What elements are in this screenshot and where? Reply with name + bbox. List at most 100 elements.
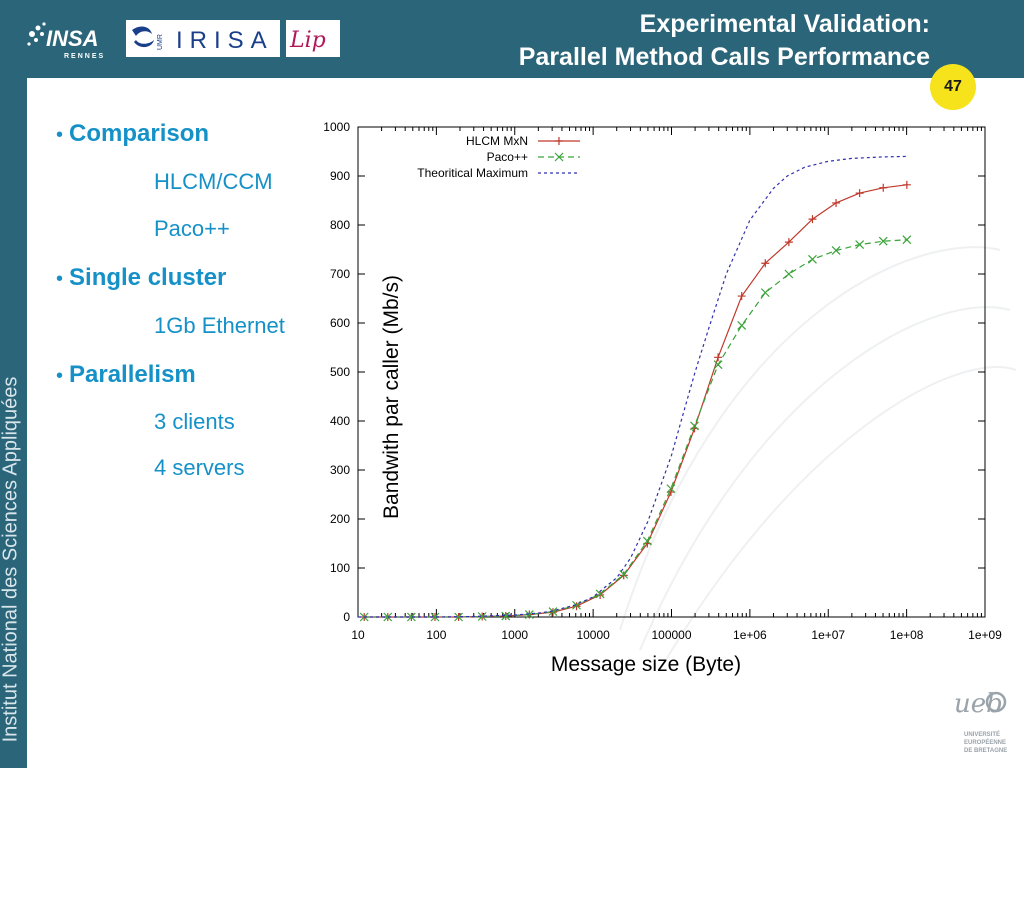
bullet-single-cluster-label: Single cluster <box>69 264 227 291</box>
y-tick-label: 900 <box>330 169 350 183</box>
y-axis: 0 100 200 300 400 500 600 700 800 900 1000 <box>323 120 985 624</box>
data-point <box>714 353 723 362</box>
ueb-logo-text: ueb <box>954 689 1003 719</box>
x-tick-label: 10000 <box>576 628 610 642</box>
slide-title-line2: Parallel Method Calls Performance <box>518 43 930 71</box>
irisa-logo: UMR IRISA <box>126 20 280 57</box>
x-tick-label: 1000 <box>501 628 528 642</box>
data-point <box>737 292 746 301</box>
plot-frame <box>357 126 986 618</box>
sub-bullet: 1Gb Ethernet <box>154 313 285 338</box>
y-tick-label: 100 <box>330 561 350 575</box>
bullet-comparison-label: Comparison <box>69 120 210 147</box>
bandwidth-chart: 0 100 200 300 400 500 600 700 800 900 1000 10 100 10… <box>300 110 1017 685</box>
lip-logo-text: Lip <box>289 28 326 53</box>
lip-logo: Lip <box>286 20 340 57</box>
data-point <box>855 240 865 250</box>
y-tick-label: 1000 <box>323 120 350 134</box>
x-tick-label: 1e+08 <box>890 628 924 642</box>
bullet-dot-icon: • <box>56 124 64 146</box>
sub-bullet: 3 clients <box>154 409 235 434</box>
x-tick-label: 100000 <box>651 628 691 642</box>
data-point <box>760 288 770 298</box>
legend-label: Paco++ <box>487 150 528 164</box>
y-axis-label: Bandwith par caller (Mb/s) <box>380 275 403 519</box>
legend: HLCM MxN Paco++ Theoritical Maximum <box>417 134 580 180</box>
x-tick-label: 1e+09 <box>968 628 1002 642</box>
y-tick-label: 200 <box>330 512 350 526</box>
series-0 <box>360 180 911 621</box>
data-point <box>666 484 676 494</box>
insa-logo-subtext: RENNES <box>64 53 105 60</box>
ueb-logo: ueb UNIVERSITÉ EUROPÉENNE DE BRETAGNE <box>946 680 1016 764</box>
data-point <box>501 611 511 621</box>
data-point <box>477 612 487 621</box>
x-tick-label: 1e+07 <box>811 628 845 642</box>
y-tick-label: 700 <box>330 267 350 281</box>
bullet-dot-icon: • <box>56 365 64 387</box>
x-axis-label: Message size (Byte) <box>551 653 741 676</box>
sub-bullet: Paco++ <box>154 216 230 241</box>
bullet-comparison: • Comparison <box>56 120 209 148</box>
bullet-dot-icon: • <box>56 268 64 290</box>
ueb-logo-sub1: UNIVERSITÉ <box>964 730 1000 738</box>
data-point <box>737 321 747 330</box>
data-point <box>619 571 628 580</box>
y-tick-label: 0 <box>343 610 350 624</box>
slide-title-line1: Experimental Validation: <box>639 10 930 38</box>
x-axis: 10 100 1000 10000 100000 1e+06 1e+07 1e+08 1e+09 <box>351 127 1002 642</box>
data-point <box>524 610 534 619</box>
bullet-single-cluster: • Single cluster <box>56 264 226 292</box>
x-tick-label: 10 <box>351 628 365 642</box>
data-point <box>406 612 416 622</box>
data-point <box>383 612 393 622</box>
data-point <box>619 569 629 579</box>
data-point <box>595 589 605 599</box>
series-line <box>364 184 907 618</box>
series-line <box>364 239 907 618</box>
bullet-parallelism: • Parallelism <box>56 361 196 389</box>
data-point <box>808 254 817 264</box>
data-point <box>902 180 911 189</box>
legend-label: HLCM MxN <box>466 134 528 148</box>
chart-svg: 0 100 200 300 400 500 600 700 800 900 1000 10 100 10… <box>323 120 1017 676</box>
data-point <box>454 612 464 622</box>
data-point <box>831 246 841 255</box>
legend-label: Theoritical Maximum <box>417 166 528 180</box>
ueb-logo-sub3: DE BRETAGNE <box>964 748 1007 754</box>
data-point <box>784 238 793 247</box>
y-tick-label: 300 <box>330 463 350 477</box>
data-point <box>784 269 794 279</box>
series-1 <box>359 235 912 622</box>
sidebar-band <box>0 78 27 768</box>
bullet-parallelism-label: Parallelism <box>69 361 196 388</box>
sub-bullet: 4 servers <box>154 455 245 480</box>
slide-title: Experimental Validation: Parallel Method… <box>519 8 930 74</box>
y-tick-label: 500 <box>330 365 350 379</box>
data-point <box>832 198 841 207</box>
series-line <box>358 155 907 618</box>
data-point <box>554 152 564 162</box>
data-point <box>713 360 723 370</box>
series-layer <box>358 155 912 622</box>
data-point <box>878 236 888 246</box>
data-point <box>642 536 652 546</box>
data-point <box>555 137 563 145</box>
data-point <box>879 183 888 192</box>
data-point <box>596 590 605 599</box>
insa-logo-text: INSA <box>46 26 99 51</box>
y-tick-label: 800 <box>330 218 350 232</box>
ueb-logo-sub2: EUROPÉENNE <box>964 738 1006 746</box>
page-number-badge: 47 <box>930 64 976 110</box>
data-point <box>430 612 440 622</box>
series-2 <box>358 155 907 618</box>
y-tick-label: 400 <box>330 414 350 428</box>
x-tick-label: 1e+06 <box>733 628 767 642</box>
irisa-logo-prefix: UMR <box>157 34 164 50</box>
y-tick-label: 600 <box>330 316 350 330</box>
data-point <box>690 421 699 431</box>
sidebar-institution-text: Institut National des Sciences Appliquée… <box>0 376 22 743</box>
background-swoosh <box>619 246 1017 671</box>
data-point <box>855 189 864 198</box>
insa-logo: INSA RENNES <box>22 12 122 64</box>
